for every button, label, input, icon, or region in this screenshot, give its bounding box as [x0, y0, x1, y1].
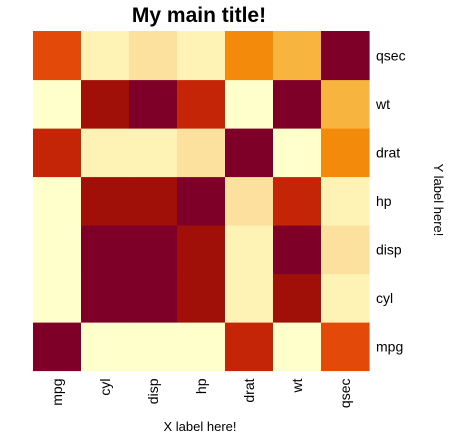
heatmap-cell-disp-drat	[225, 225, 274, 275]
heatmap-cell-disp-qsec	[321, 225, 370, 275]
heatmap-cell-mpg-mpg	[33, 322, 82, 372]
y-tick-label-wt: wt	[375, 96, 390, 112]
heatmap-cell-disp-cyl	[81, 225, 130, 275]
heatmap-cell-cyl-drat	[225, 273, 274, 323]
y-tick-label-disp: disp	[376, 241, 402, 257]
heatmap-cell-mpg-disp	[129, 322, 178, 372]
heatmap-cell-cyl-wt	[273, 273, 322, 323]
heatmap-cell-cyl-qsec	[321, 273, 370, 323]
heatmap-cell-qsec-drat	[225, 31, 274, 81]
x-tick-label-qsec: qsec	[337, 379, 353, 409]
chart-title: My main title!	[132, 4, 266, 27]
heatmap-cell-wt-mpg	[33, 79, 82, 129]
heatmap-cell-qsec-disp	[129, 31, 178, 81]
heatmap-cell-wt-wt	[273, 79, 322, 129]
heatmap-cell-qsec-cyl	[81, 31, 130, 81]
heatmap-cell-drat-mpg	[33, 128, 82, 178]
x-tick-label-hp: hp	[193, 378, 209, 394]
x-tick-label-disp: disp	[145, 378, 161, 404]
heatmap-cell-hp-drat	[225, 176, 274, 226]
heatmap-cell-wt-disp	[129, 79, 178, 129]
heatmap-cell-cyl-hp	[177, 273, 226, 323]
heatmap-cell-qsec-mpg	[33, 31, 82, 81]
heatmap-cell-wt-qsec	[321, 79, 370, 129]
y-axis-label: Y label here!	[431, 164, 446, 237]
heatmap-cell-mpg-drat	[225, 322, 274, 372]
heatmap-cell-disp-wt	[273, 225, 322, 275]
heatmap-cell-mpg-hp	[177, 322, 226, 372]
heatmap-cell-cyl-cyl	[81, 273, 130, 323]
heatmap-cell-qsec-wt	[273, 31, 322, 81]
y-tick-label-hp: hp	[376, 193, 392, 209]
heatmap-cell-disp-mpg	[33, 225, 82, 275]
heatmap-cell-wt-cyl	[81, 79, 130, 129]
y-tick-label-mpg: mpg	[376, 338, 403, 354]
heatmap-cell-cyl-disp	[129, 273, 178, 323]
x-tick-label-cyl: cyl	[97, 379, 113, 396]
heatmap-cell-drat-disp	[129, 128, 178, 178]
heatmap-cell-mpg-wt	[273, 322, 322, 372]
heatmap-cell-drat-hp	[177, 128, 226, 178]
heatmap-cell-hp-qsec	[321, 176, 370, 226]
heatmap-cell-wt-hp	[177, 79, 226, 129]
heatmap-cell-hp-cyl	[81, 176, 130, 226]
heatmap-cell-qsec-qsec	[321, 31, 370, 81]
y-tick-label-drat: drat	[376, 144, 400, 160]
heatmap-cell-cyl-mpg	[33, 273, 82, 323]
heatmap-cells	[33, 31, 370, 372]
x-axis-label: X label here!	[164, 419, 237, 434]
heatmap-cell-hp-mpg	[33, 176, 82, 226]
heatmap-cell-mpg-qsec	[321, 322, 370, 372]
heatmap-cell-drat-qsec	[321, 128, 370, 178]
heatmap-cell-disp-disp	[129, 225, 178, 275]
heatmap-cell-mpg-cyl	[81, 322, 130, 372]
heatmap-cell-disp-hp	[177, 225, 226, 275]
x-tick-labels: mpg cyl disp hp drat wt qsec	[49, 378, 353, 408]
heatmap-cell-hp-disp	[129, 176, 178, 226]
heatmap-cell-drat-cyl	[81, 128, 130, 178]
y-tick-label-qsec: qsec	[376, 47, 406, 63]
heatmap-cell-hp-wt	[273, 176, 322, 226]
x-tick-label-wt: wt	[289, 378, 305, 393]
x-tick-label-mpg: mpg	[49, 379, 65, 406]
y-tick-labels: mpg cyl disp hp drat wt qsec	[375, 47, 406, 354]
heatmap-cell-qsec-hp	[177, 31, 226, 81]
y-tick-label-cyl: cyl	[376, 290, 393, 306]
x-tick-label-drat: drat	[241, 378, 257, 402]
heatmap-cell-wt-drat	[225, 79, 274, 129]
heatmap-cell-drat-drat	[225, 128, 274, 178]
heatmap-cell-drat-wt	[273, 128, 322, 178]
heatmap-cell-hp-hp	[177, 176, 226, 226]
